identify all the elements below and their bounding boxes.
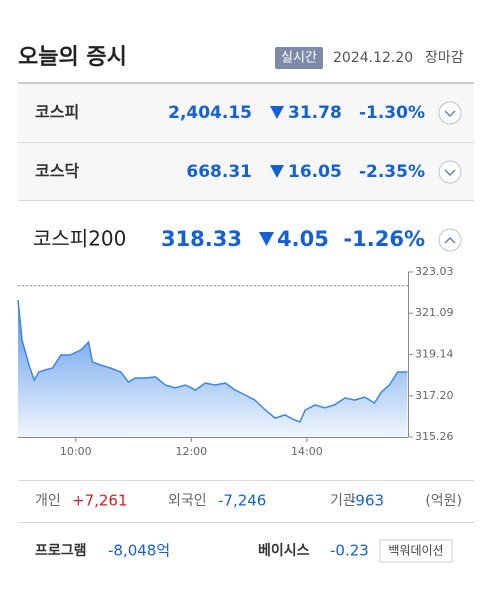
collapse-button[interactable] bbox=[438, 228, 462, 252]
basis-tag-bg bbox=[379, 539, 453, 563]
y-tick-label: 317.20 bbox=[415, 389, 454, 402]
status: 장마감 bbox=[425, 50, 464, 66]
index-change: 16.05 bbox=[288, 162, 342, 182]
expand-button[interactable] bbox=[438, 101, 462, 125]
chevron-down bbox=[444, 110, 456, 118]
basis-label: 베이시스 bbox=[258, 542, 310, 559]
title: 오늘의 증시 bbox=[18, 45, 127, 70]
unit: (억원) bbox=[425, 493, 462, 509]
y-tick-label: 323.03 bbox=[415, 265, 454, 278]
y-tick-label: 319.14 bbox=[415, 348, 454, 361]
investor-value: -963 bbox=[350, 492, 384, 510]
expand-button[interactable] bbox=[438, 160, 462, 184]
y-tick-label: 321.09 bbox=[415, 306, 454, 319]
index-change: 31.78 bbox=[288, 103, 342, 123]
index-row[interactable] bbox=[18, 84, 474, 142]
investor-value: +7,261 bbox=[72, 492, 128, 510]
date: 2024.12.20 bbox=[333, 50, 413, 66]
index-value: 2,404.15 bbox=[168, 103, 252, 123]
index-rate: -2.35% bbox=[359, 162, 425, 182]
down-arrow bbox=[270, 165, 284, 178]
basis-value: -0.23 bbox=[330, 542, 369, 560]
x-tick-label: 14:00 bbox=[291, 445, 323, 458]
basis-tag: 백워데이션 bbox=[388, 544, 443, 558]
badge-bg bbox=[275, 47, 323, 69]
down-arrow bbox=[270, 106, 284, 119]
investor-name: 외국인 bbox=[168, 493, 207, 509]
price-area bbox=[18, 300, 408, 437]
index-name: 코스닥 bbox=[35, 162, 79, 181]
index-name: 코스피200 bbox=[33, 227, 126, 251]
chevron-down bbox=[444, 169, 456, 177]
index-rate: -1.26% bbox=[343, 227, 425, 251]
index-rate: -1.30% bbox=[359, 103, 425, 123]
index-value: 318.33 bbox=[161, 227, 242, 251]
badge: 실시간 bbox=[281, 51, 317, 66]
investor-value: -7,246 bbox=[218, 492, 266, 510]
x-tick-label: 12:00 bbox=[175, 445, 207, 458]
investor-name: 개인 bbox=[35, 493, 61, 509]
investor-name: 기관 bbox=[330, 493, 356, 509]
index-value: 668.31 bbox=[186, 162, 252, 182]
chevron-up bbox=[444, 236, 456, 244]
y-tick-label: 315.26 bbox=[415, 430, 454, 443]
down-arrow bbox=[259, 232, 274, 246]
index-change: 4.05 bbox=[277, 227, 329, 251]
index-row[interactable] bbox=[18, 143, 474, 200]
chart: 323.03 321.09 319.14 317.20 315.26 10:00 12:00… bbox=[17, 265, 454, 458]
program-label: 프로그램 bbox=[35, 542, 87, 559]
program-value: -8,048억 bbox=[108, 542, 170, 560]
index-name: 코스피 bbox=[35, 103, 79, 122]
x-tick-label: 10:00 bbox=[60, 445, 92, 458]
price-line bbox=[17, 299, 408, 423]
